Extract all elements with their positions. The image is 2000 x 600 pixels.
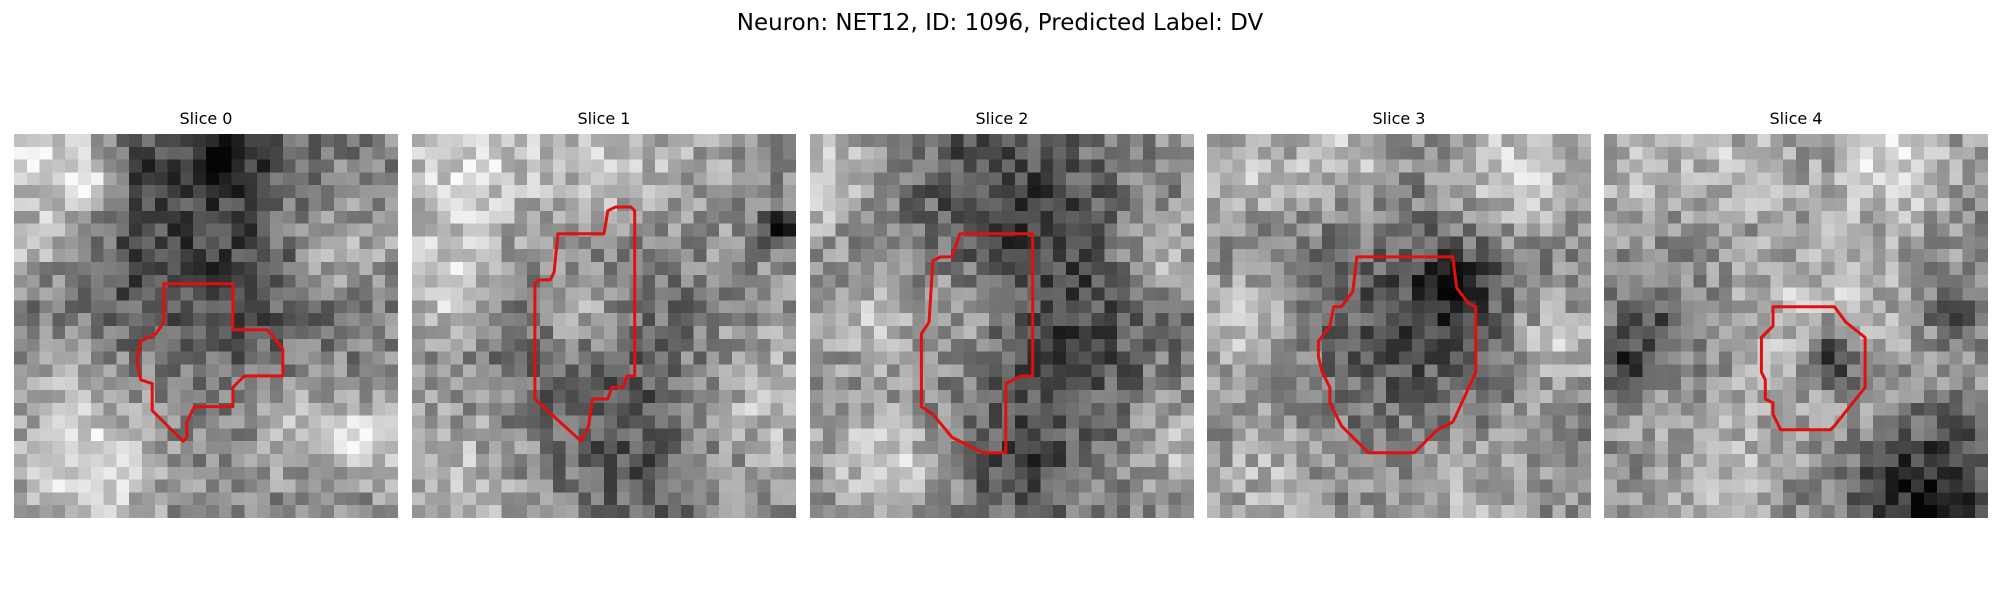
slice-pixel-grid bbox=[1604, 134, 1988, 518]
neuron-contour bbox=[135, 282, 285, 443]
neuron-contour bbox=[533, 205, 637, 443]
panel-title-slice-2: Slice 2 bbox=[975, 109, 1029, 128]
neuron-contour bbox=[919, 232, 1035, 455]
slice-image-2 bbox=[810, 134, 1194, 518]
slice-image-1 bbox=[412, 134, 796, 518]
panel-title-slice-1: Slice 1 bbox=[577, 109, 631, 128]
panel-title-slice-3: Slice 3 bbox=[1372, 109, 1426, 128]
slice-pixel-grid bbox=[14, 134, 398, 518]
slice-image-0 bbox=[14, 134, 398, 518]
neuron-contour bbox=[1759, 305, 1867, 432]
slice-image-3 bbox=[1207, 134, 1591, 518]
panel-title-slice-4: Slice 4 bbox=[1769, 109, 1823, 128]
panel-title-slice-0: Slice 0 bbox=[179, 109, 233, 128]
neuron-contour bbox=[1316, 255, 1478, 455]
slice-pixel-grid bbox=[1207, 134, 1591, 518]
slice-pixel-grid bbox=[810, 134, 1194, 518]
figure-title: Neuron: NET12, ID: 1096, Predicted Label… bbox=[736, 10, 1264, 36]
slice-image-4 bbox=[1604, 134, 1988, 518]
slice-pixel-grid bbox=[412, 134, 796, 518]
